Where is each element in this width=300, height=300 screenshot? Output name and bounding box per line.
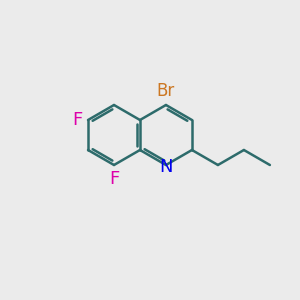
Text: N: N xyxy=(159,158,173,175)
Text: F: F xyxy=(72,111,82,129)
Text: F: F xyxy=(109,169,119,188)
Text: Br: Br xyxy=(157,82,175,100)
